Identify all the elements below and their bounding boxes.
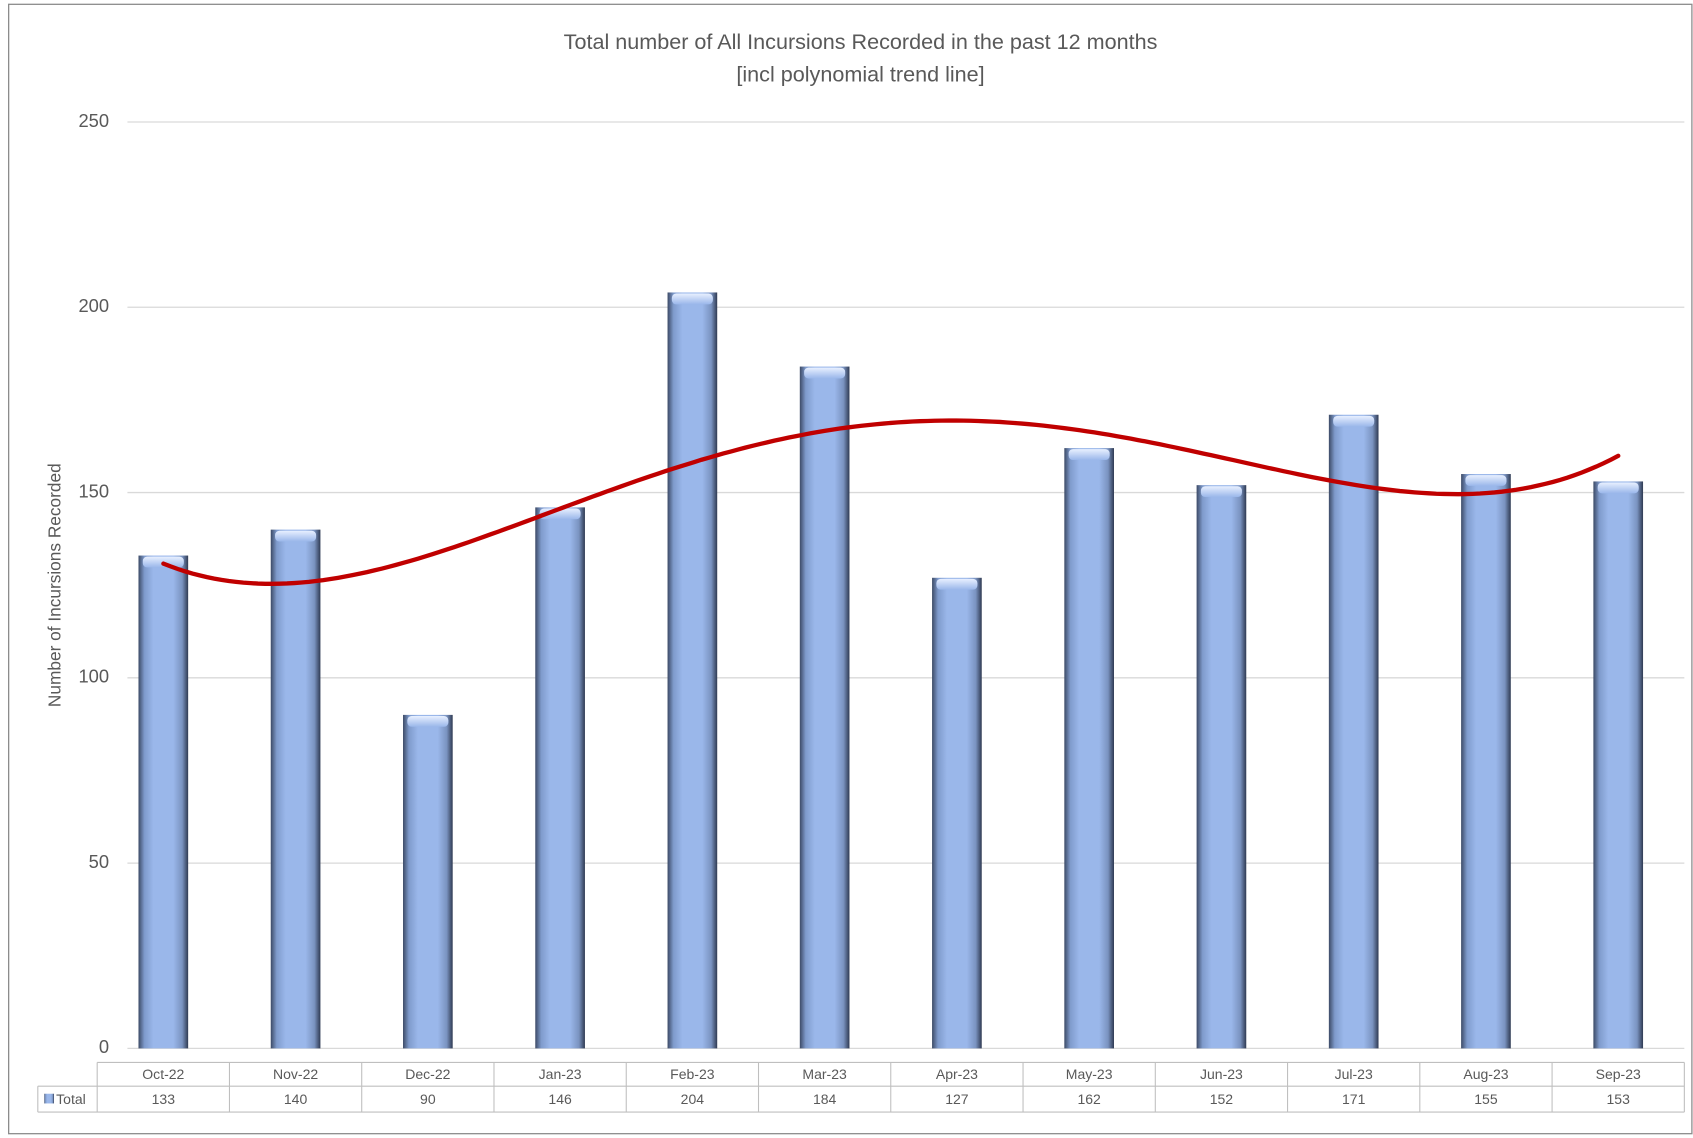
- x-tick-label: Jun-23: [1200, 1066, 1243, 1082]
- bar-body: [667, 292, 718, 1049]
- y-tick-label: 200: [78, 295, 109, 316]
- bar: [1196, 485, 1247, 1049]
- y-tick-label: 100: [78, 666, 109, 687]
- table-value: 171: [1342, 1091, 1366, 1107]
- trend-line: [161, 418, 1621, 586]
- table-value: 155: [1474, 1091, 1498, 1107]
- bar-cap: [1597, 482, 1639, 494]
- y-axis-label: Number of Incursions Recorded: [45, 463, 65, 707]
- bar: [1593, 481, 1644, 1049]
- bar: [1461, 474, 1511, 1049]
- bar-body: [1328, 414, 1379, 1049]
- x-tick-label: May-23: [1066, 1066, 1113, 1082]
- bar-cap: [1200, 486, 1242, 498]
- bar-body: [1196, 485, 1247, 1049]
- table-value: 140: [284, 1091, 308, 1107]
- table-value: 146: [548, 1091, 572, 1107]
- x-tick-label: Dec-22: [405, 1066, 450, 1082]
- legend-label: Total: [56, 1091, 86, 1107]
- bar-cap: [936, 578, 978, 590]
- chart-title: Total number of All Incursions Recorded …: [564, 29, 1158, 54]
- bar-body: [535, 507, 585, 1049]
- bar: [932, 577, 982, 1049]
- bar-body: [1064, 448, 1114, 1049]
- x-tick-label: Jul-23: [1335, 1066, 1373, 1082]
- bar-body: [1461, 474, 1511, 1049]
- bar-body: [403, 714, 453, 1049]
- table-value: 127: [945, 1091, 969, 1107]
- table-value: 90: [420, 1091, 436, 1107]
- chart-frame: [8, 3, 1693, 1135]
- x-tick-label: Nov-22: [273, 1066, 318, 1082]
- bar-cap: [1465, 475, 1507, 486]
- bar: [1064, 448, 1114, 1049]
- y-tick-label: 250: [78, 110, 109, 131]
- legend-key: [44, 1093, 55, 1104]
- y-tick-label: 0: [99, 1036, 109, 1057]
- bar-cap: [671, 293, 713, 305]
- x-tick-label: Feb-23: [670, 1066, 715, 1082]
- table-value: 162: [1077, 1091, 1101, 1107]
- bar-body: [270, 529, 321, 1049]
- bar-cap: [804, 367, 846, 379]
- table-value: 152: [1210, 1091, 1234, 1107]
- x-tick-label: Apr-23: [936, 1066, 978, 1082]
- bar-cap: [275, 530, 317, 542]
- bar-body: [1593, 481, 1644, 1049]
- bar-cap: [1333, 415, 1375, 427]
- bar-body: [138, 555, 189, 1049]
- table-value: 133: [152, 1091, 176, 1107]
- y-tick-label: 50: [89, 851, 109, 872]
- x-tick-label: Mar-23: [802, 1066, 847, 1082]
- chart-subtitle: [incl polynomial trend line]: [736, 61, 984, 86]
- bar-body: [932, 577, 982, 1049]
- bar-cap: [1068, 449, 1110, 460]
- bar: [1328, 414, 1379, 1049]
- y-tick-label: 150: [78, 480, 109, 501]
- bar: [535, 507, 585, 1049]
- x-tick-label: Sep-23: [1596, 1066, 1641, 1082]
- bar: [667, 292, 718, 1049]
- x-tick-label: Oct-22: [142, 1066, 184, 1082]
- x-tick-label: Jan-23: [539, 1066, 582, 1082]
- x-tick-label: Aug-23: [1463, 1066, 1508, 1082]
- table-value: 204: [681, 1091, 705, 1107]
- bar: [270, 529, 321, 1049]
- table-value: 184: [813, 1091, 837, 1107]
- bar: [799, 366, 850, 1049]
- bar-cap: [407, 715, 449, 727]
- table-value: 153: [1607, 1091, 1631, 1107]
- bar: [403, 714, 453, 1049]
- bar: [138, 555, 189, 1049]
- bar-body: [799, 366, 850, 1049]
